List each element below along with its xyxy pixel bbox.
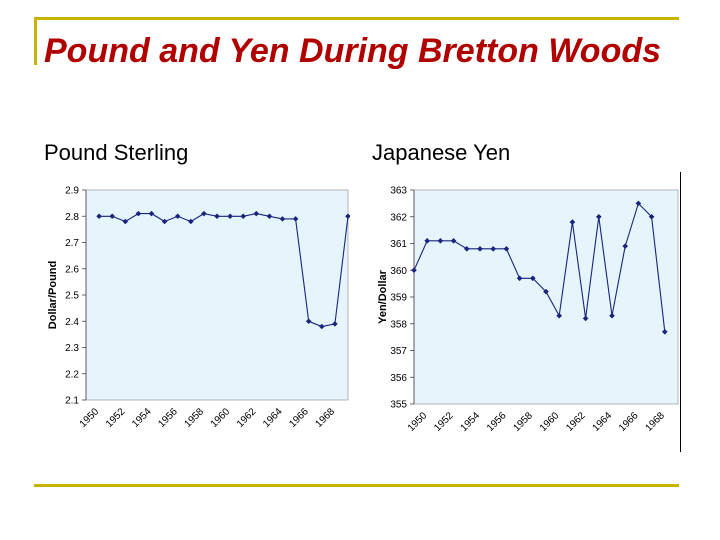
chart1-x-tick-label: 1962 — [564, 410, 588, 434]
chart0-y-tick-label: 2.5 — [65, 291, 79, 302]
chart1-y-axis-label: Yen/Dollar — [377, 269, 389, 324]
chart0-data-point — [148, 210, 155, 217]
chart0-y-tick-label: 2.9 — [65, 186, 79, 197]
slide-title: Pound and Yen During Bretton Woods — [44, 32, 662, 70]
chart1-y-tick-label: 359 — [390, 293, 407, 304]
chart0-data-point — [305, 318, 312, 325]
chart0-data-point — [214, 213, 220, 220]
chart1-x-tick-label: 1952 — [432, 410, 456, 434]
chart1-series-line — [413, 202, 666, 332]
chart0-data-point — [292, 216, 299, 222]
chart1-data-point — [569, 219, 576, 225]
chart1-data-point — [596, 213, 602, 220]
chart0-data-point — [319, 323, 325, 330]
chart0-data-point — [240, 213, 246, 220]
top-accent-rule — [34, 17, 679, 20]
chart0-y-tick-label: 2.4 — [65, 317, 79, 328]
chart1-data-point — [662, 328, 668, 335]
chart1-data-point — [411, 267, 417, 274]
yen-chart: 355 356 357 358 359 360 361 362 363 Yen/Dollar 195… — [377, 186, 679, 434]
chart0-data-point — [135, 210, 142, 217]
chart1-y-tick-label: 357 — [390, 346, 407, 357]
chart0-data-point — [266, 213, 273, 220]
chart0-data-point — [345, 213, 350, 220]
chart0-x-tick-label: 1962 — [235, 406, 259, 430]
chart1-y-tick-label: 363 — [390, 186, 407, 197]
chart0-y-axis-label: Dollar/Pound — [47, 261, 59, 329]
chart0-x-tick-label: 1966 — [287, 406, 311, 430]
chart0-data-point — [253, 210, 260, 217]
chart1-x-tick-label: 1964 — [591, 410, 615, 434]
chart0-x-tick-label: 1952 — [104, 406, 128, 430]
chart0-x-tick-label: 1956 — [156, 406, 180, 430]
chart1-data-point — [556, 312, 562, 319]
chart0-y-tick-label: 2.8 — [65, 212, 79, 223]
left-accent-rule — [34, 17, 37, 65]
chart1-y-tick-label: 360 — [390, 266, 407, 277]
chart0-data-point — [188, 218, 194, 225]
chart1-x-tick-label: 1966 — [617, 410, 641, 434]
chart0-data-point — [279, 216, 286, 222]
chart1-y-tick-label: 355 — [390, 400, 407, 411]
chart0-plot-area — [85, 189, 349, 401]
chart0-x-tick-label: 1954 — [130, 406, 154, 430]
chart0-data-point — [174, 213, 181, 220]
chart0-data-point — [161, 218, 168, 225]
chart1-y-tick-label: 361 — [390, 239, 407, 250]
chart1-x-tick-label: 1956 — [485, 410, 509, 434]
chart1-x-tick-label: 1968 — [643, 410, 667, 434]
chart1-data-point — [582, 315, 589, 322]
chart0-y-tick-label: 2.3 — [65, 343, 79, 354]
chart1-data-point — [477, 246, 483, 252]
chart0-data-point — [96, 213, 102, 220]
chart1-y-tick-label: 358 — [390, 319, 407, 330]
chart1-data-point — [516, 275, 523, 282]
chart0-x-tick-label: 1960 — [209, 406, 233, 430]
chart1-data-point — [622, 243, 628, 249]
bottom-accent-rule — [34, 484, 679, 487]
chart1-plot-area — [413, 189, 679, 405]
chart0-data-point — [201, 210, 207, 217]
chart0-y-tick-label: 2.7 — [65, 238, 79, 249]
chart0-data-point — [227, 213, 233, 220]
chart0-x-tick-label: 1950 — [78, 406, 102, 430]
chart0-data-point — [109, 213, 115, 220]
chart0-x-tick-label: 1958 — [183, 406, 207, 430]
pound-heading: Pound Sterling — [44, 140, 189, 165]
chart0-y-tick-label: 2.2 — [65, 369, 79, 380]
chart1-x-tick-label: 1958 — [511, 410, 535, 434]
chart0-data-point — [332, 321, 338, 327]
chart0-y-tick-label: 2.6 — [65, 264, 79, 275]
chart0-x-tick-label: 1964 — [261, 406, 285, 430]
yen-heading: Japanese Yen — [372, 140, 511, 165]
pound-chart: 2.1 2.2 2.3 2.4 2.5 2.6 2.7 2.8 2.9 Dollar/Pound 1… — [47, 186, 350, 430]
chart1-y-tick-label: 362 — [390, 212, 407, 223]
chart1-x-tick-label: 1950 — [406, 410, 430, 434]
chart0-y-tick-label: 2.1 — [65, 396, 79, 407]
chart0-data-point — [122, 218, 129, 225]
chart1-data-point — [503, 246, 510, 252]
chart1-data-point — [648, 213, 655, 220]
chart1-data-point — [530, 275, 536, 282]
chart1-x-tick-label: 1960 — [538, 410, 562, 434]
chart1-y-tick-label: 356 — [390, 373, 407, 384]
chart1-x-tick-label: 1954 — [459, 410, 483, 434]
chart0-x-tick-label: 1968 — [314, 406, 338, 430]
right-edge-line — [680, 172, 681, 452]
chart1-data-point — [635, 200, 642, 207]
